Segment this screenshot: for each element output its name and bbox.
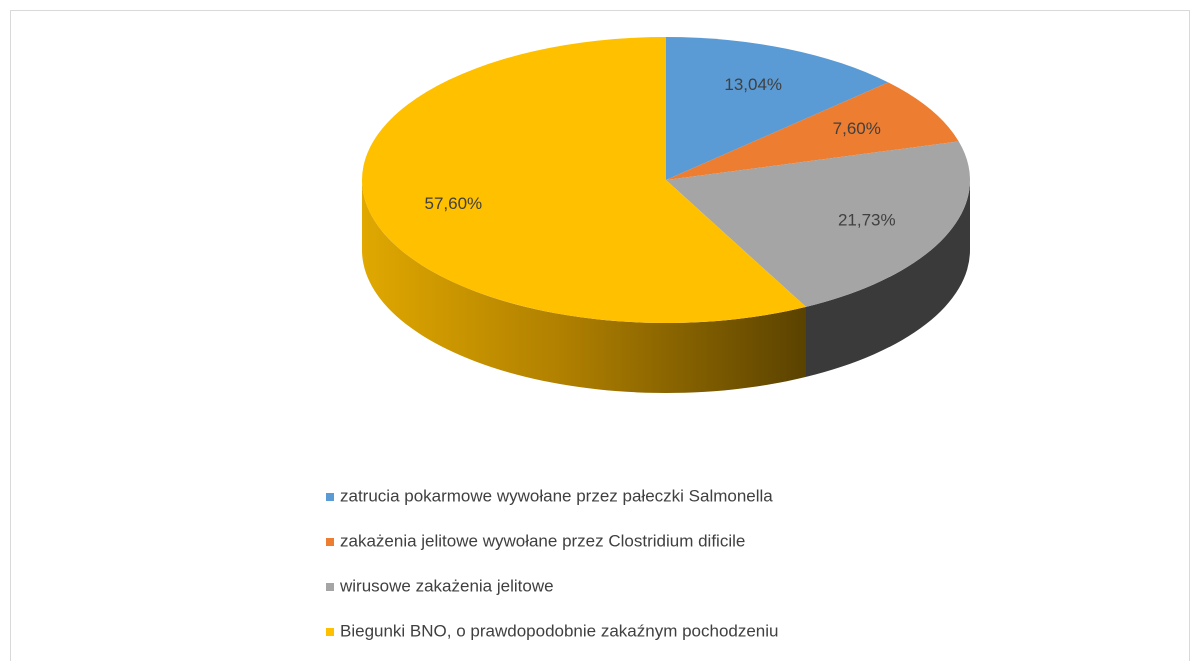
data-label: 13,04% bbox=[724, 75, 782, 94]
legend-swatch bbox=[326, 538, 334, 546]
legend-swatch bbox=[326, 628, 334, 636]
pie-side bbox=[806, 180, 970, 377]
legend-label: Biegunki BNO, o prawdopodobnie zakaźnym … bbox=[340, 621, 779, 640]
pie-slice bbox=[666, 37, 889, 180]
pie: 13,04% 7,60% 21,73% 57,60% bbox=[361, 37, 970, 393]
legend-label: zakażenia jelitowe wywołane przez Clostr… bbox=[340, 531, 745, 550]
legend-swatch bbox=[326, 493, 334, 501]
legend-label: wirusowe zakażenia jelitowe bbox=[339, 576, 554, 595]
pie-side bbox=[362, 180, 807, 393]
legend-label: zatrucia pokarmowe wywołane przez pałecz… bbox=[340, 486, 773, 505]
pie-slice bbox=[361, 37, 807, 323]
data-label: 7,60% bbox=[833, 119, 881, 138]
legend: zatrucia pokarmowe wywołane przez pałecz… bbox=[326, 486, 779, 640]
data-label: 57,60% bbox=[425, 194, 483, 213]
legend-swatch bbox=[326, 583, 334, 591]
pie-slice bbox=[666, 82, 959, 180]
pie-slice bbox=[666, 141, 970, 307]
data-label: 21,73% bbox=[838, 210, 896, 229]
chart-border bbox=[10, 10, 1190, 661]
